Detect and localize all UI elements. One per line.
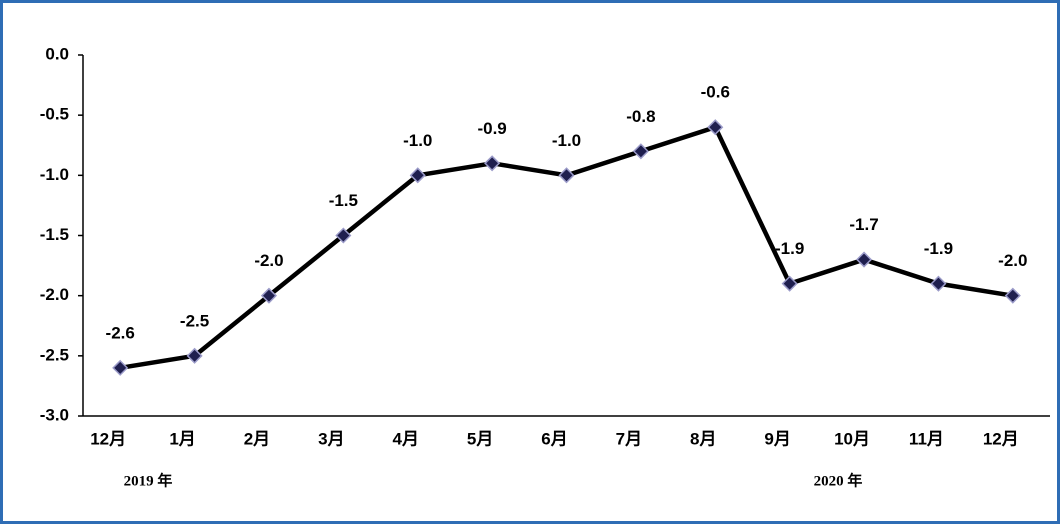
x-tick-label: 5月 (467, 429, 493, 448)
data-label: -2.0 (254, 251, 283, 270)
marker (1004, 287, 1021, 304)
x-tick-label: 2月 (244, 429, 270, 448)
x-tick-label: 9月 (764, 429, 790, 448)
x-tick-label: 11月 (909, 429, 944, 448)
data-label: -2.6 (106, 323, 135, 342)
y-tick-label: -2.5 (40, 345, 69, 364)
x-tick-label: 6月 (541, 429, 567, 448)
data-label: -0.8 (626, 107, 655, 126)
y-tick-label: -2.0 (40, 285, 69, 304)
x-tick-label: 4月 (392, 429, 418, 448)
data-label: -2.5 (180, 311, 209, 330)
marker (707, 119, 724, 136)
data-label: -1.9 (924, 239, 953, 258)
y-tick-label: -3.0 (40, 405, 69, 424)
data-label: -1.0 (552, 131, 581, 150)
data-label: -0.9 (477, 119, 506, 138)
x-tick-label: 8月 (690, 429, 716, 448)
marker (855, 251, 873, 268)
x-tick-label: 3月 (318, 429, 344, 448)
y-tick-label: 0.0 (45, 44, 69, 63)
data-label: -1.9 (775, 239, 804, 258)
data-label: -0.6 (701, 83, 730, 102)
marker (186, 347, 203, 364)
marker (781, 275, 798, 292)
marker (484, 155, 501, 172)
year-label: 2019 年 (124, 471, 173, 489)
marker (335, 227, 352, 244)
y-tick-label: -1.0 (40, 165, 69, 184)
x-tick-label: 12月 (983, 429, 1019, 448)
x-tick-label: 1月 (169, 429, 195, 448)
year-label: 2020 年 (814, 471, 863, 489)
marker (558, 167, 575, 184)
marker (632, 143, 649, 160)
x-tick-label: 12月 (90, 429, 126, 448)
marker (112, 359, 129, 376)
data-label: -2.0 (998, 251, 1027, 270)
x-tick-label: 10月 (834, 429, 870, 448)
marker (260, 287, 278, 304)
marker (409, 167, 426, 184)
data-label: -1.0 (403, 131, 432, 150)
data-label: -1.5 (329, 191, 358, 210)
y-tick-label: -0.5 (40, 105, 69, 124)
y-tick-label: -1.5 (40, 225, 69, 244)
marker (930, 275, 947, 292)
data-label: -1.7 (849, 215, 878, 234)
x-tick-label: 7月 (616, 429, 642, 448)
